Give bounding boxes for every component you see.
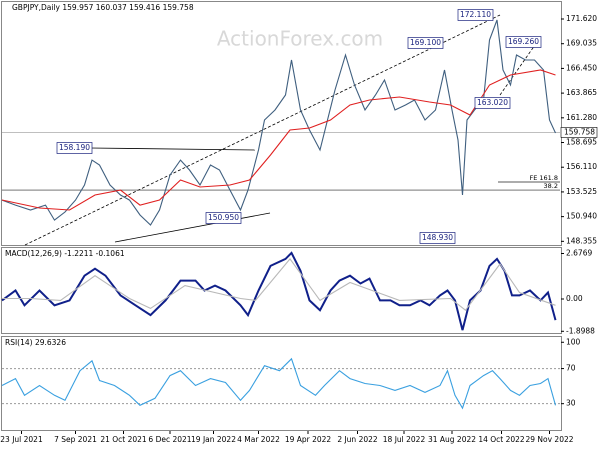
macd-panel: [1, 247, 562, 334]
y-tick-label: -1.8988: [566, 326, 595, 335]
x-tick-label: 19 Apr 2022: [285, 435, 332, 444]
y-tick-label: 163.865: [566, 88, 597, 97]
y-tick-label: 171.620: [566, 14, 597, 23]
y-tick-label: 156.110: [566, 162, 597, 171]
x-tick-label: 18 Jul 2022: [383, 435, 426, 444]
y-tick-label: 150.940: [566, 212, 597, 221]
x-tick-label: 6 Dec 2021: [148, 435, 191, 444]
series-line: [2, 258, 556, 311]
annotation: 169.260: [508, 37, 539, 46]
current-price-box: [560, 127, 598, 138]
annotation-box: [205, 212, 242, 224]
y-tick-label: 0.00: [566, 294, 583, 303]
channel-line: [24, 14, 501, 246]
series-line: [1, 69, 556, 211]
x-tick-label: 14 Oct 2022: [478, 435, 525, 444]
x-tick-label: 7 Sep 2021: [54, 435, 97, 444]
x-tick-label: 19 Jan 2022: [191, 435, 236, 444]
y-tick-label: 158.695: [566, 138, 597, 147]
y-tick-label: 30: [566, 399, 576, 408]
x-tick-label: 4 Mar 2022: [237, 435, 280, 444]
annotation: 148.930: [422, 233, 453, 242]
y-tick-label: 2.6769: [566, 248, 592, 257]
level-label: 38.2: [544, 182, 558, 190]
chart-title: GBPJPY,Daily 159.957 160.037 159.416 159…: [12, 3, 194, 12]
y-tick-label: 169.035: [566, 39, 597, 48]
annotation-box: [505, 36, 542, 48]
series-line: [1, 357, 557, 410]
x-tick-label: 31 Aug 2022: [428, 435, 476, 444]
x-tick-label: 23 Jul 2021: [0, 435, 43, 444]
y-tick-label: 148.355: [566, 236, 597, 245]
annotation-box: [457, 9, 494, 21]
annotation: 163.020: [477, 98, 508, 107]
level-label: FE 161.8: [529, 174, 558, 182]
price-panel: [1, 1, 562, 246]
trendline: [89, 147, 256, 151]
trendline: [114, 212, 271, 243]
y-tick-label: 70: [566, 364, 576, 373]
x-tick-label: 29 Nov 2022: [525, 435, 573, 444]
channel-line: [499, 44, 536, 96]
macd-title: MACD(12,26,9) -1.2211 -0.1061: [5, 249, 125, 258]
annotation: 158.190: [59, 143, 90, 152]
current-price-label: 159.758: [564, 127, 595, 136]
y-tick-label: 153.525: [566, 187, 597, 196]
rsi-title: RSI(14) 29.6326: [5, 338, 66, 347]
x-tick-label: 21 Oct 2021: [100, 435, 147, 444]
annotation-box: [419, 232, 456, 244]
y-tick-label: 100: [566, 337, 581, 346]
annotation: 169.100: [410, 38, 441, 47]
watermark: ActionForex.com: [217, 27, 383, 51]
annotation-box: [474, 97, 511, 109]
y-tick-label: 161.280: [566, 113, 597, 122]
annotation-box: [56, 142, 93, 154]
x-tick-label: 2 Jun 2022: [337, 435, 378, 444]
annotation: 150.950: [208, 213, 239, 222]
rsi-panel: [1, 336, 562, 431]
y-tick-label: 166.450: [566, 63, 597, 72]
annotation-box: [407, 37, 444, 49]
annotation: 172.110: [460, 10, 491, 19]
